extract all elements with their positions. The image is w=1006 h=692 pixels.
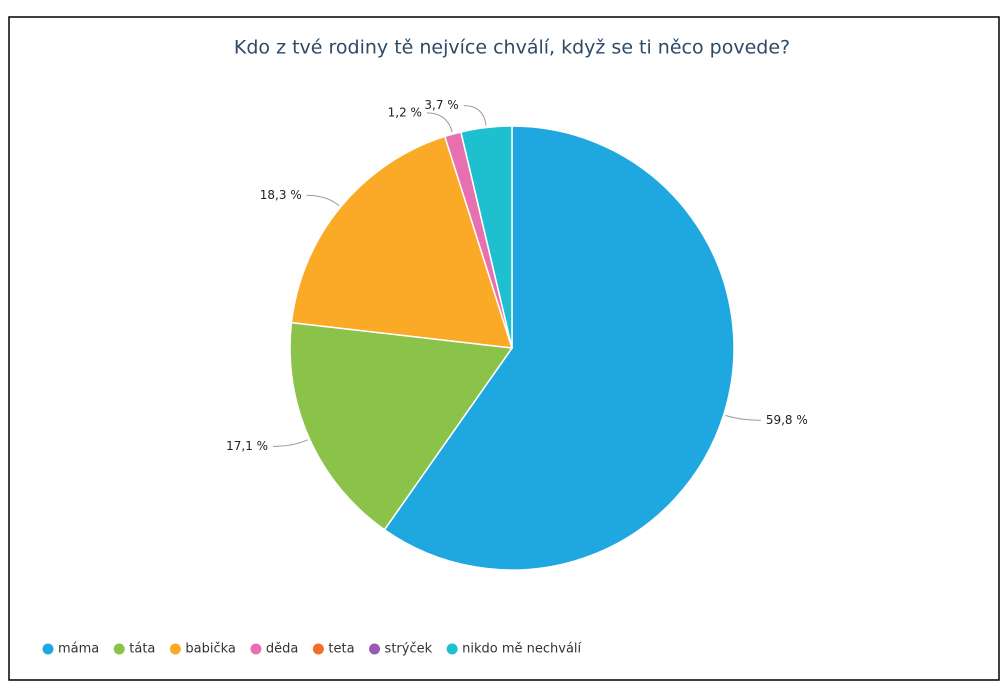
legend-label: máma: [58, 642, 99, 657]
legend-label: teta: [328, 642, 354, 657]
data-label: 18,3 %: [260, 188, 302, 202]
legend-label: strýček: [385, 642, 433, 657]
pie-slice: [289, 321, 514, 531]
legend-marker: [113, 643, 125, 655]
legend-marker: [446, 643, 458, 655]
pie-slice: [383, 125, 735, 571]
legend-label: děda: [266, 642, 298, 657]
legend-marker: [369, 643, 381, 655]
data-label: 3,7 %: [424, 98, 458, 112]
pie-slice: [460, 125, 513, 349]
data-label: 17,1 %: [226, 439, 268, 453]
legend-marker: [169, 643, 181, 655]
legend-label: táta: [129, 642, 155, 657]
legend-marker: [312, 643, 324, 655]
leader-line: [306, 194, 340, 206]
legend-marker: [42, 643, 54, 655]
leader-line: [273, 439, 308, 447]
chart-title: Kdo z tvé rodiny tě nejvíce chválí, když…: [234, 37, 790, 59]
data-label: 59,8 %: [766, 413, 808, 427]
leader-line: [725, 415, 761, 421]
leader-line: [426, 112, 453, 133]
legend-label: babička: [185, 642, 236, 657]
leader-line: [463, 105, 487, 126]
legend-label: nikdo mě nechválí: [462, 642, 581, 657]
pie-slice: [290, 135, 514, 349]
data-label: 1,2 %: [388, 105, 422, 119]
legend-marker: [250, 643, 262, 655]
